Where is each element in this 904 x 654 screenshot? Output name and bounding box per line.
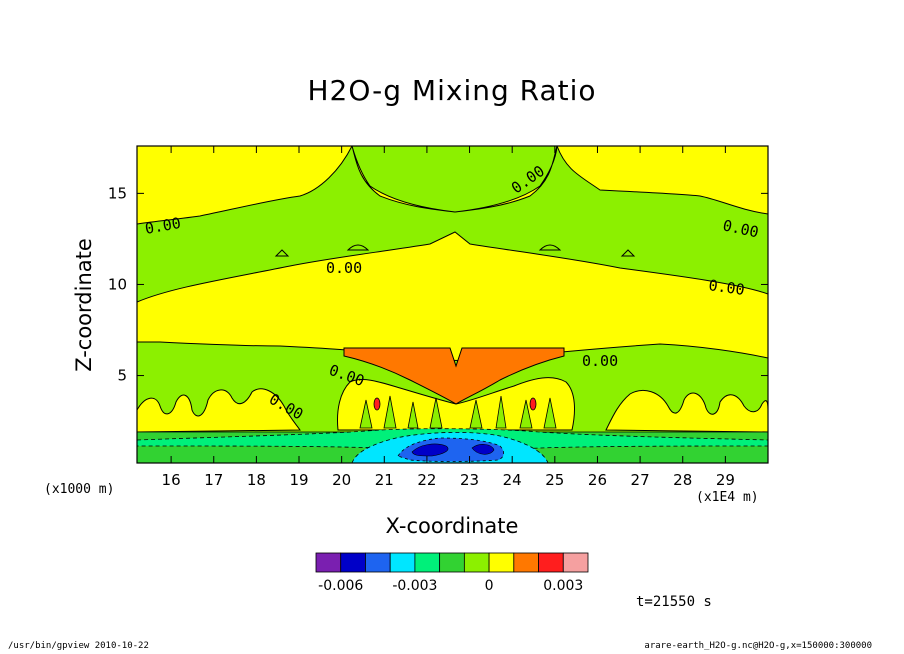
x-tick-label: 25 [545,471,564,489]
x-tick-label: 22 [417,471,436,489]
colorbar-swatch [439,552,465,573]
colorbar-swatch [538,552,564,573]
field-yellow-low-left [137,388,301,433]
x-tick-label: 26 [588,471,607,489]
x-axis: 16 17 18 19 20 21 22 23 24 25 26 27 28 29 [162,146,735,489]
colorbar-swatch [562,552,589,573]
field-island-1 [274,249,290,257]
contour-label: 0.00 [707,276,745,299]
x-axis-label: X-coordinate [385,514,519,538]
x-tick-label: 16 [162,471,181,489]
x-axis-unit: (x1E4 m) [696,490,759,505]
colorbar-swatch [365,552,391,573]
x-tick-label: 18 [247,471,266,489]
footer-left-text: /usr/bin/gpview 2010-10-22 [8,641,149,651]
field-darkblue-core [411,443,495,457]
plot-field [137,146,768,463]
colorbar-tick-label: -0.006 [318,578,363,594]
x-tick-label: 28 [673,471,692,489]
field-island-6 [529,397,537,411]
field-spikes [359,395,557,429]
footer-right-text: arare-earth_H2O-g.nc@H2O-g,x=150000:3000… [644,641,872,651]
time-annotation: t=21550 s [636,594,712,610]
colorbar-swatch [340,552,366,573]
x-tick-label: 23 [460,471,479,489]
field-island-4 [620,249,636,257]
field-yellow-low-right [605,390,768,433]
x-tick-label: 21 [375,471,394,489]
contour-label: 0.00 [582,352,618,370]
colorbar-swatch [389,552,416,573]
contour-label: 0.00 [144,214,183,238]
y-tick-label: 15 [108,184,127,202]
y-tick-label: 10 [108,275,127,293]
plot-frame [136,145,769,464]
field-yellow-low-center [337,377,575,431]
colorbar-swatch [463,552,490,573]
contour-label: 0.00 [326,259,362,277]
y-axis: 5 10 15 [108,184,768,385]
x-tick-label: 19 [289,471,308,489]
x-tick-label: 29 [716,471,735,489]
field-yellow-middle [137,231,768,361]
colorbar-swatch [414,552,441,573]
x-tick-label: 24 [503,471,522,489]
field-island-3 [538,244,562,251]
y-tick-label: 5 [117,367,127,385]
x-tick-label: 20 [332,471,351,489]
field-island-5 [373,397,381,411]
colorbar-tick-label: 0.003 [543,578,583,594]
field-orange-core [343,347,565,405]
y-axis-unit: (x1000 m) [44,482,115,497]
x-tick-label: 17 [204,471,223,489]
colorbar-tick-label: -0.003 [392,578,437,594]
colorbar-swatch [488,552,515,573]
colorbar-swatch [513,552,539,573]
colorbar-swatch [315,552,342,573]
colorbar-tick-label: 0 [485,578,494,594]
x-tick-label: 27 [631,471,650,489]
colorbar: -0.006 -0.003 0 0.003 [315,552,589,594]
chart-title: H2O-g Mixing Ratio [307,74,597,107]
field-island-2 [346,244,370,251]
